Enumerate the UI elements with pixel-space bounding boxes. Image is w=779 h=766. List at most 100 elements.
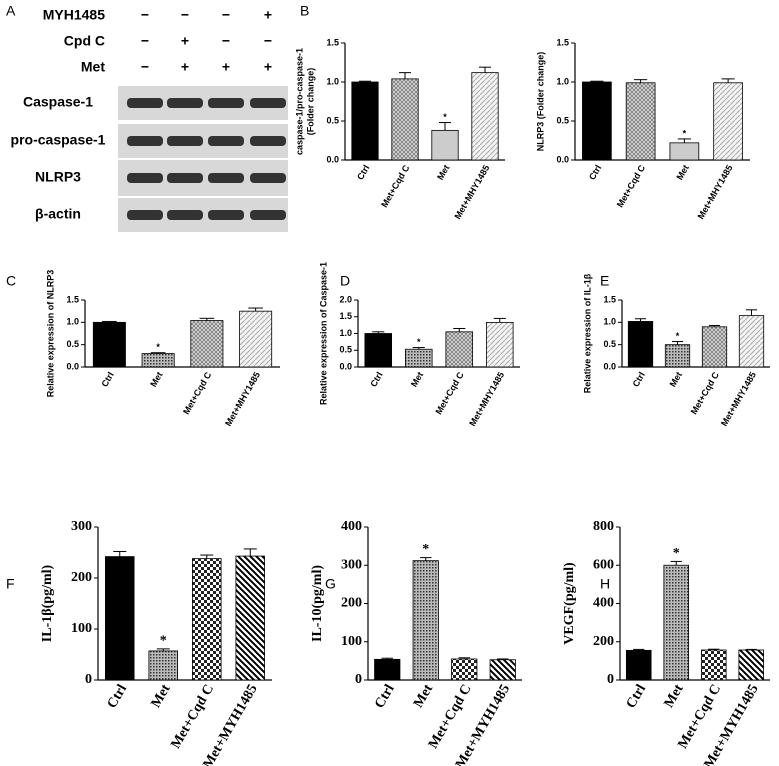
treatment-sign: + [264,59,272,75]
significance-mark: * [160,633,167,648]
bar [664,344,691,368]
y-tick-label: 0 [355,672,362,687]
x-tick-label: Met [411,682,436,711]
bar [92,321,126,368]
y-tick-label: 0.5 [556,115,569,125]
y-tick-label: 0.0 [603,361,616,371]
bar [239,310,273,368]
bar [627,321,654,368]
y-tick-label: 400 [593,596,614,611]
y-tick-label: 300 [341,557,362,572]
bar [364,333,393,368]
bar [391,78,419,161]
bar [489,659,516,681]
y-tick-label: 0.5 [66,339,79,349]
protein-label: β-actin [35,206,81,222]
bar [738,649,765,681]
blot-band [208,136,244,146]
bar [485,322,514,368]
x-tick-label: Met+MHY1485 [223,370,262,428]
bar [404,348,433,368]
x-tick-label: Met+Cqd C [169,682,218,751]
bar [148,650,179,681]
treatment-sign: − [141,7,149,23]
x-tick-label: Ctrl [368,370,384,388]
y-tick-label: 400 [341,519,362,534]
x-tick-label: Ctrl [99,370,115,388]
treatment-sign: − [222,7,230,23]
bar [663,564,690,681]
bar [431,129,459,161]
x-tick-label: Met+Cqd C [181,370,214,416]
y-tick-label: 800 [593,519,614,534]
x-tick-label: Ctrl [105,682,130,711]
blot-band [167,98,203,108]
blot-band [127,98,163,108]
y-tick-label: 0.5 [339,345,352,355]
bar [412,560,439,681]
bar [235,555,266,681]
blot-band [208,98,244,108]
bar [713,82,743,161]
treatment-sign: − [264,33,272,49]
x-tick-label: Ctrl [587,163,603,181]
y-tick-label: 100 [71,621,92,636]
bar [445,331,474,368]
significance-mark: * [673,546,680,561]
y-tick-label: 600 [593,557,614,572]
x-tick-label: Ctrl [624,682,649,711]
blot-band [250,173,286,183]
y-tick-label: 0.5 [326,115,339,125]
significance-mark: * [443,112,447,122]
treatment-sign: + [181,33,189,49]
bar [701,326,728,368]
significance-mark: * [417,337,421,347]
panel-letter: C [6,273,16,289]
y-tick-label: 0.0 [339,361,352,371]
bar [700,649,727,681]
blot-band [250,210,286,220]
y-axis-label: Relative expression of Caspase-1 [318,262,328,405]
treatment-sign: − [222,33,230,49]
y-axis-label: Relative expression of NLRP3 [45,270,55,398]
treatment-label: Cpd C [64,33,105,49]
significance-mark: * [156,342,160,352]
x-tick-label: Ctrl [631,370,647,388]
y-tick-label: 0.0 [326,154,339,164]
bar [141,353,175,368]
bar [191,558,222,681]
protein-label: Caspase-1 [23,94,93,110]
x-tick-label: Met [435,163,451,181]
bar [190,320,224,368]
y-axis-label: NLRP3 (Folder change) [535,52,545,152]
y-tick-label: 1.0 [603,317,616,327]
x-tick-label: Met+Cqd C [433,370,466,416]
y-tick-label: 0.0 [66,361,79,371]
treatment-label: Met [81,59,105,75]
y-tick-label: 1.5 [66,294,79,304]
treatment-sign: + [181,59,189,75]
significance-mark: * [683,128,687,138]
x-tick-label: Met+MHY1485 [452,163,491,221]
x-tick-label: Met [674,163,690,181]
panel-letter: A [6,3,16,19]
panel-letter: B [300,3,309,19]
blot-band [167,136,203,146]
y-tick-label: 1.5 [326,37,339,47]
bar [582,81,612,161]
treatment-sign: + [264,7,272,23]
bar [104,556,135,681]
bar [625,649,652,681]
y-tick-label: 0.5 [603,339,616,349]
y-axis-label: (Folder change) [305,68,315,136]
y-axis-label: IL-1β(pg/ml) [40,564,55,642]
y-tick-label: 2.0 [339,294,352,304]
treatment-sign: − [141,33,149,49]
x-tick-label: Met+Cqd C [689,370,722,416]
bar [451,658,478,681]
protein-label: NLRP3 [35,169,81,185]
panel-letter: F [6,576,15,592]
y-tick-label: 300 [71,519,92,534]
panel-letter: H [600,576,610,592]
